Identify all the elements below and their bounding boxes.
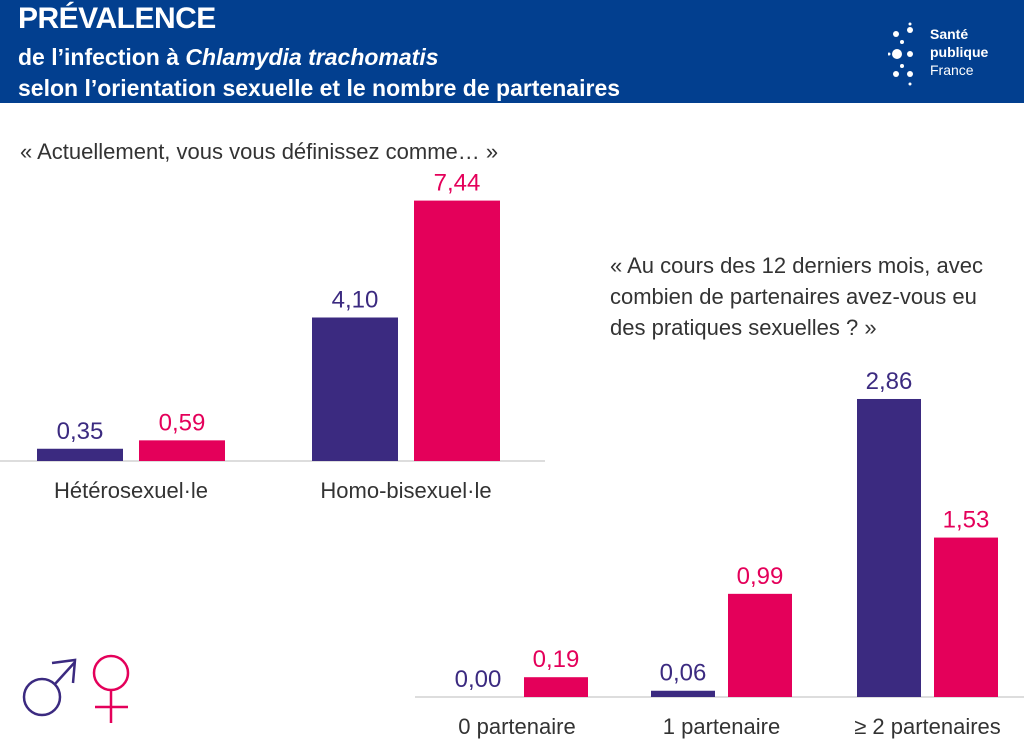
bar [139, 440, 225, 461]
bar [934, 537, 998, 697]
subtitle-prefix: de l’infection à [18, 44, 186, 70]
data-label: 1,53 [943, 507, 990, 534]
data-label: 0,06 [660, 660, 707, 687]
data-label: 0,35 [57, 418, 104, 445]
logo: Santé publique France [888, 22, 1018, 86]
bar [857, 398, 921, 697]
bar [524, 677, 588, 697]
data-label: 0,59 [159, 409, 206, 436]
bar [414, 200, 500, 461]
category-label: 1 partenaire [663, 714, 780, 739]
bar [651, 690, 715, 697]
logo-line3: France [930, 62, 974, 78]
female-symbol-icon [92, 654, 130, 723]
header-banner: PRÉVALENCE de l’infection à Chlamydia tr… [0, 0, 1024, 103]
subtitle: de l’infection à Chlamydia trachomatis [18, 44, 439, 71]
bar [312, 317, 398, 461]
bar [728, 593, 792, 697]
logo-dots-icon [888, 22, 913, 86]
subtitle-italic: Chlamydia trachomatis [185, 44, 439, 70]
male-symbol-icon [22, 658, 77, 717]
category-label: Homo-bisexuel·le [320, 478, 491, 503]
bar [37, 448, 123, 461]
q2-line: des pratiques sexuelles ? » [610, 315, 877, 340]
subtitle-2: selon l’orientation sexuelle et le nombr… [18, 75, 621, 101]
data-label: 4,10 [332, 287, 379, 314]
data-label: 0,00 [455, 666, 502, 693]
logo-line2: publique [930, 44, 989, 60]
q2-line: combien de partenaires avez-vous eu [610, 284, 977, 309]
data-label: 7,44 [434, 170, 481, 197]
data-label: 0,19 [533, 646, 580, 673]
data-label: 0,99 [737, 563, 784, 590]
chart1-question: « Actuellement, vous vous définissez com… [20, 139, 499, 164]
q2-line: « Au cours des 12 derniers mois, avec [610, 253, 983, 278]
chart2-question: « Au cours des 12 derniers mois, avec co… [610, 250, 983, 343]
category-label: Hétérosexuel·le [54, 478, 208, 503]
category-label: ≥ 2 partenaires [854, 714, 1001, 739]
logo-line1: Santé [930, 26, 969, 42]
page-title: PRÉVALENCE [18, 2, 216, 35]
category-label: 0 partenaire [458, 714, 575, 739]
data-label: 2,86 [866, 368, 913, 395]
